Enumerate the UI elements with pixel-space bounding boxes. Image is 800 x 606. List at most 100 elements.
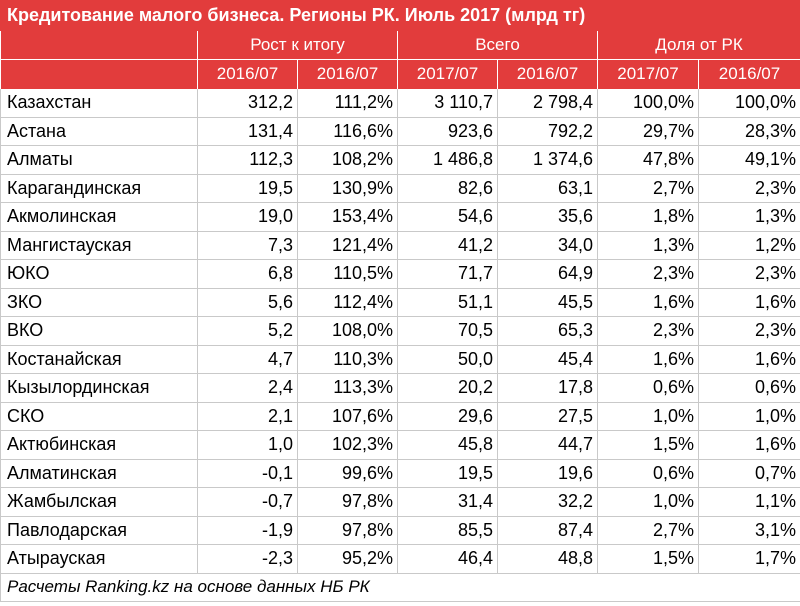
- table-row: Костанайская 4,7 110,3% 50,0 45,4 1,6% 1,6%: [0, 345, 800, 374]
- value-cell: 153,4%: [297, 202, 398, 232]
- value-cell: 110,3%: [297, 345, 398, 374]
- value-cell: 792,2: [497, 117, 598, 146]
- value-cell: 2,4: [197, 373, 298, 403]
- value-cell: 54,6: [397, 202, 498, 232]
- value-cell: 1,0%: [597, 487, 699, 517]
- value-cell: 35,6: [497, 202, 598, 232]
- table-body: Казахстан 312,2 111,2% 3 110,7 2 798,4 100,0%…: [0, 88, 800, 574]
- group-header-blank: [0, 30, 198, 60]
- table-row: ЗКО 5,6 112,4% 51,1 45,5 1,6% 1,6%: [0, 288, 800, 317]
- region-name-cell: Акмолинская: [0, 202, 198, 232]
- region-name-cell: ЮКО: [0, 259, 198, 289]
- sub-header-blank: [0, 59, 198, 89]
- value-cell: 95,2%: [297, 544, 398, 574]
- value-cell: 20,2: [397, 373, 498, 403]
- region-name-cell: Алматинская: [0, 459, 198, 488]
- value-cell: 1,3%: [597, 231, 699, 260]
- value-cell: 41,2: [397, 231, 498, 260]
- value-cell: 6,8: [197, 259, 298, 289]
- table-row: ЮКО 6,8 110,5% 71,7 64,9 2,3% 2,3%: [0, 259, 800, 289]
- table-row: Актюбинская 1,0 102,3% 45,8 44,7 1,5% 1,6%: [0, 430, 800, 460]
- region-name-cell: ЗКО: [0, 288, 198, 317]
- region-name-cell: Кызылординская: [0, 373, 198, 403]
- table-row: Казахстан 312,2 111,2% 3 110,7 2 798,4 100,0%…: [0, 88, 800, 118]
- value-cell: 50,0: [397, 345, 498, 374]
- value-cell: 46,4: [397, 544, 498, 574]
- value-cell: 1,3%: [698, 202, 800, 232]
- value-cell: 111,2%: [297, 88, 398, 118]
- value-cell: 923,6: [397, 117, 498, 146]
- value-cell: 112,3: [197, 145, 298, 175]
- value-cell: 97,8%: [297, 516, 398, 545]
- value-cell: 1,6%: [698, 430, 800, 460]
- region-name-cell: ВКО: [0, 316, 198, 346]
- value-cell: 130,9%: [297, 174, 398, 203]
- value-cell: 2 798,4: [497, 88, 598, 118]
- value-cell: 110,5%: [297, 259, 398, 289]
- value-cell: 1,2%: [698, 231, 800, 260]
- value-cell: 45,8: [397, 430, 498, 460]
- value-cell: 48,8: [497, 544, 598, 574]
- value-cell: 100,0%: [597, 88, 699, 118]
- region-name-cell: Актюбинская: [0, 430, 198, 460]
- region-name-cell: Мангистауская: [0, 231, 198, 260]
- value-cell: 1,8%: [597, 202, 699, 232]
- group-header-total: Всего: [397, 30, 598, 60]
- value-cell: 2,7%: [597, 174, 699, 203]
- value-cell: 99,6%: [297, 459, 398, 488]
- value-cell: 312,2: [197, 88, 298, 118]
- group-header-share: Доля от РК: [597, 30, 800, 60]
- value-cell: 19,6: [497, 459, 598, 488]
- value-cell: 1,7%: [698, 544, 800, 574]
- value-cell: -0,1: [197, 459, 298, 488]
- table-row: Карагандинская 19,5 130,9% 82,6 63,1 2,7% 2,3%: [0, 174, 800, 203]
- value-cell: 2,3%: [597, 259, 699, 289]
- source-note: Расчеты Ranking.kz на основе данных НБ Р…: [0, 572, 800, 602]
- region-name-cell: Атырауская: [0, 544, 198, 574]
- value-cell: 1,6%: [698, 345, 800, 374]
- region-name-cell: Костанайская: [0, 345, 198, 374]
- value-cell: -2,3: [197, 544, 298, 574]
- value-cell: 87,4: [497, 516, 598, 545]
- value-cell: 19,0: [197, 202, 298, 232]
- value-cell: 19,5: [197, 174, 298, 203]
- value-cell: 116,6%: [297, 117, 398, 146]
- group-header-growth: Рост к итогу: [197, 30, 398, 60]
- value-cell: 45,4: [497, 345, 598, 374]
- value-cell: 2,1: [197, 402, 298, 431]
- value-cell: 108,0%: [297, 316, 398, 346]
- value-cell: 1,0%: [597, 402, 699, 431]
- value-cell: 27,5: [497, 402, 598, 431]
- value-cell: 34,0: [497, 231, 598, 260]
- value-cell: 2,3%: [698, 259, 800, 289]
- value-cell: 85,5: [397, 516, 498, 545]
- value-cell: 71,7: [397, 259, 498, 289]
- value-cell: 29,6: [397, 402, 498, 431]
- value-cell: 3 110,7: [397, 88, 498, 118]
- value-cell: 131,4: [197, 117, 298, 146]
- region-name-cell: Жамбылская: [0, 487, 198, 517]
- region-name-cell: Казахстан: [0, 88, 198, 118]
- value-cell: 112,4%: [297, 288, 398, 317]
- value-cell: 0,7%: [698, 459, 800, 488]
- sub-header-cell: 2017/07: [397, 59, 498, 89]
- region-name-cell: Карагандинская: [0, 174, 198, 203]
- value-cell: 1,0%: [698, 402, 800, 431]
- value-cell: 0,6%: [597, 373, 699, 403]
- value-cell: 0,6%: [597, 459, 699, 488]
- region-name-cell: Астана: [0, 117, 198, 146]
- value-cell: 70,5: [397, 316, 498, 346]
- table-row: Акмолинская 19,0 153,4% 54,6 35,6 1,8% 1,3%: [0, 202, 800, 232]
- value-cell: 64,9: [497, 259, 598, 289]
- value-cell: 47,8%: [597, 145, 699, 175]
- sub-header-cell: 2016/07: [297, 59, 398, 89]
- value-cell: 1,0: [197, 430, 298, 460]
- value-cell: 2,3%: [698, 174, 800, 203]
- footer-row: Расчеты Ranking.kz на основе данных НБ Р…: [0, 572, 800, 602]
- value-cell: 19,5: [397, 459, 498, 488]
- value-cell: 1,5%: [597, 544, 699, 574]
- value-cell: 1 374,6: [497, 145, 598, 175]
- value-cell: 4,7: [197, 345, 298, 374]
- value-cell: 31,4: [397, 487, 498, 517]
